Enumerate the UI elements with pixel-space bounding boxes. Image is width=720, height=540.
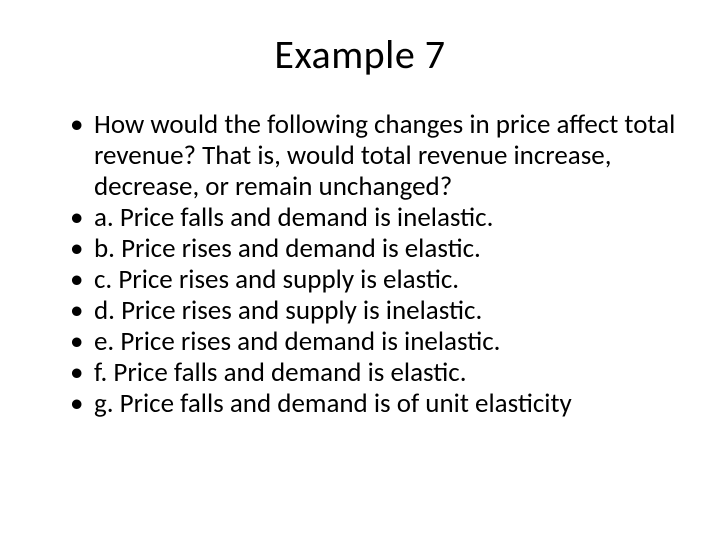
list-item: e. Price rises and demand is inelastic. [70, 326, 680, 357]
list-item: a. Price falls and demand is inelastic. [70, 202, 680, 233]
list-item: b. Price rises and demand is elastic. [70, 233, 680, 264]
slide-title: Example 7 [40, 30, 680, 79]
list-item: d. Price rises and supply is inelastic. [70, 295, 680, 326]
list-item: c. Price rises and supply is elastic. [70, 264, 680, 295]
list-item: f. Price falls and demand is elastic. [70, 357, 680, 388]
list-item: g. Price falls and demand is of unit ela… [70, 388, 680, 419]
list-item: How would the following changes in price… [70, 109, 680, 202]
bullet-list: How would the following changes in price… [40, 109, 680, 419]
slide: Example 7 How would the following change… [0, 0, 720, 540]
